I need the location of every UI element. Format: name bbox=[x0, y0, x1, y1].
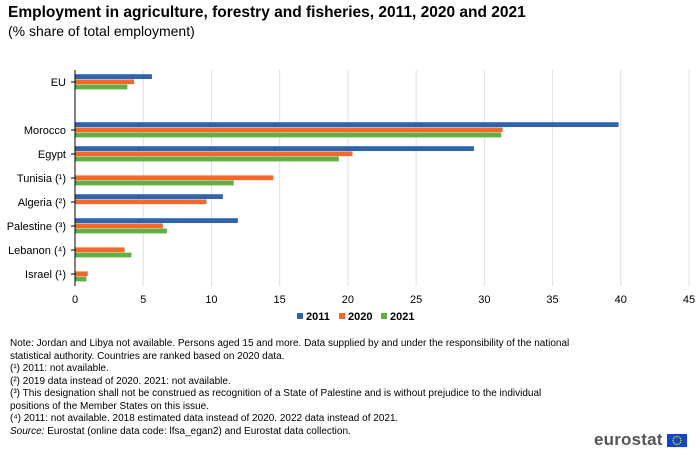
flag-star bbox=[672, 441, 674, 443]
bar-2021 bbox=[75, 180, 234, 186]
note-3: (³) This designation shall not be constr… bbox=[10, 388, 547, 412]
flag-star bbox=[675, 435, 678, 437]
x-tick-label: 30 bbox=[478, 294, 490, 306]
bar-2011 bbox=[75, 122, 619, 127]
x-tick-label: 40 bbox=[615, 294, 627, 306]
bar-2020 bbox=[75, 271, 88, 277]
y-category-label: Algeria (²) bbox=[18, 197, 66, 209]
bar-2020 bbox=[75, 175, 274, 181]
bar-2020 bbox=[75, 247, 125, 253]
source-line: Source: Eurostat (online data code: lfsa… bbox=[10, 426, 570, 439]
x-tick-label: 5 bbox=[140, 294, 146, 306]
bar-2021 bbox=[75, 276, 87, 282]
bar-2020 bbox=[75, 223, 163, 229]
logo-text: eurostat bbox=[594, 430, 663, 449]
bar-2020 bbox=[75, 79, 135, 85]
notes-block: Note: Jordan and Libya not available. Pe… bbox=[10, 338, 570, 438]
x-tick-label: 45 bbox=[683, 294, 695, 306]
flag-star bbox=[679, 439, 682, 441]
bar-2021 bbox=[75, 84, 128, 90]
y-category-label: EU bbox=[51, 77, 66, 89]
x-tick-label: 15 bbox=[274, 294, 286, 306]
bar-2021 bbox=[75, 132, 502, 138]
flag-star bbox=[679, 437, 681, 439]
flag-star bbox=[673, 442, 676, 445]
flag-star bbox=[675, 443, 678, 445]
bar-2011 bbox=[75, 194, 223, 199]
legend-swatch-2011 bbox=[297, 313, 303, 319]
note-1: (¹) 2011: not available. bbox=[10, 363, 109, 374]
y-category-label: Morocco bbox=[24, 125, 66, 137]
flag-star bbox=[679, 441, 681, 443]
legend-label-2021: 2021 bbox=[390, 311, 414, 323]
note-main: Note: Jordan and Libya not available. Pe… bbox=[10, 338, 573, 362]
bar-2021 bbox=[75, 156, 339, 162]
x-tick-label: 10 bbox=[205, 294, 217, 306]
bar-2021 bbox=[75, 252, 132, 258]
legend-label-2011: 2011 bbox=[306, 311, 330, 323]
flag-star bbox=[677, 435, 680, 438]
flag-star bbox=[673, 435, 676, 438]
bar-2020 bbox=[75, 151, 353, 157]
chart-subtitle: (% share of total employment) bbox=[8, 23, 195, 39]
y-category-label: Egypt bbox=[38, 149, 66, 161]
x-tick-label: 20 bbox=[342, 294, 354, 306]
eu-flag-icon bbox=[666, 433, 687, 447]
flag-star bbox=[671, 439, 674, 441]
bar-2020 bbox=[75, 127, 503, 133]
bar-2011 bbox=[75, 74, 152, 79]
source-label: Source: bbox=[10, 425, 45, 437]
legend-swatch-2021 bbox=[381, 313, 387, 319]
bar-2021 bbox=[75, 228, 167, 234]
bar-2020 bbox=[75, 199, 207, 205]
flag-star bbox=[677, 442, 680, 445]
bar-chart: 0 5 10 15 20 25 30 35 40 45 EU Morocco Egypt Tunisia … bbox=[7, 70, 695, 323]
x-tick-label: 35 bbox=[546, 294, 558, 306]
note-4: (⁴) 2011: not available. 2018 estimated … bbox=[10, 413, 399, 424]
chart-title: Employment in agriculture, forestry and … bbox=[8, 4, 526, 21]
flag-star bbox=[672, 437, 674, 439]
legend-label-2020: 2020 bbox=[348, 311, 372, 323]
y-category-label: Tunisia (¹) bbox=[17, 173, 66, 185]
x-tick-label: 25 bbox=[410, 294, 422, 306]
note-2: (²) 2019 data instead of 2020. 2021: not… bbox=[10, 375, 231, 387]
y-category-label: Lebanon (⁴) bbox=[8, 245, 66, 257]
legend-swatch-2020 bbox=[339, 313, 345, 319]
eurostat-logo: eurostat bbox=[594, 430, 687, 450]
y-category-label: Israel (¹) bbox=[25, 269, 66, 281]
x-tick-label: 0 bbox=[72, 294, 78, 306]
bar-2011 bbox=[75, 218, 238, 223]
bar-2011 bbox=[75, 146, 474, 151]
source-text: Eurostat (online data code: lfsa_egan2) … bbox=[44, 425, 351, 437]
y-category-label: Palestine (³) bbox=[7, 221, 66, 233]
